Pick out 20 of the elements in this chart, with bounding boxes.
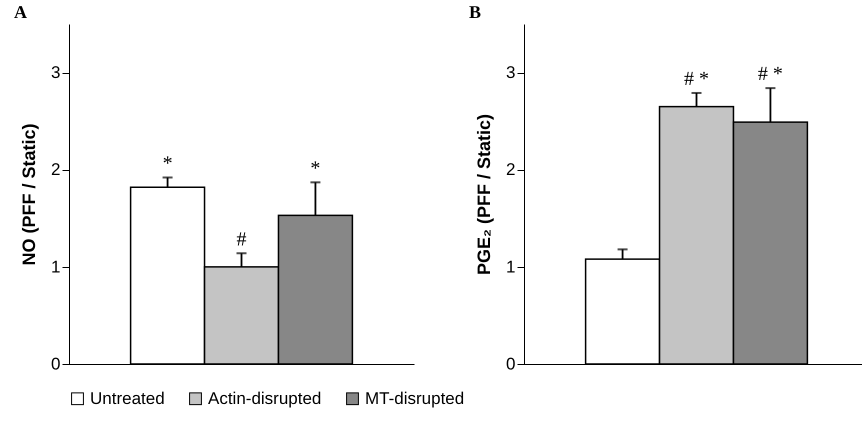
data-label: # * [684,68,709,90]
legend-label: MT-disrupted [365,388,464,408]
data-label: # * [758,63,783,86]
y-tick-label: 1 [51,257,60,276]
y-tick-label: 2 [506,160,516,180]
y-tick-label: 0 [51,354,60,374]
y-axis-title: PGE₂ (PFF / Static) [474,114,494,276]
chart-title: B [469,2,482,22]
y-tick-label: 3 [506,63,516,82]
y-axis-title: NO (PFF / Static) [19,123,40,266]
chart-title: A [14,2,27,22]
y-tick-label: 3 [51,63,60,82]
y-tick-label: 0 [506,354,516,374]
data-label: * [310,157,320,180]
legend-label: Actin-disrupted [208,388,322,408]
y-tick-label: 2 [51,160,60,180]
data-label: # [236,228,246,250]
y-tick-label: 1 [506,257,516,276]
data-label: * [162,152,173,174]
legend-label: Untreated [90,388,165,408]
